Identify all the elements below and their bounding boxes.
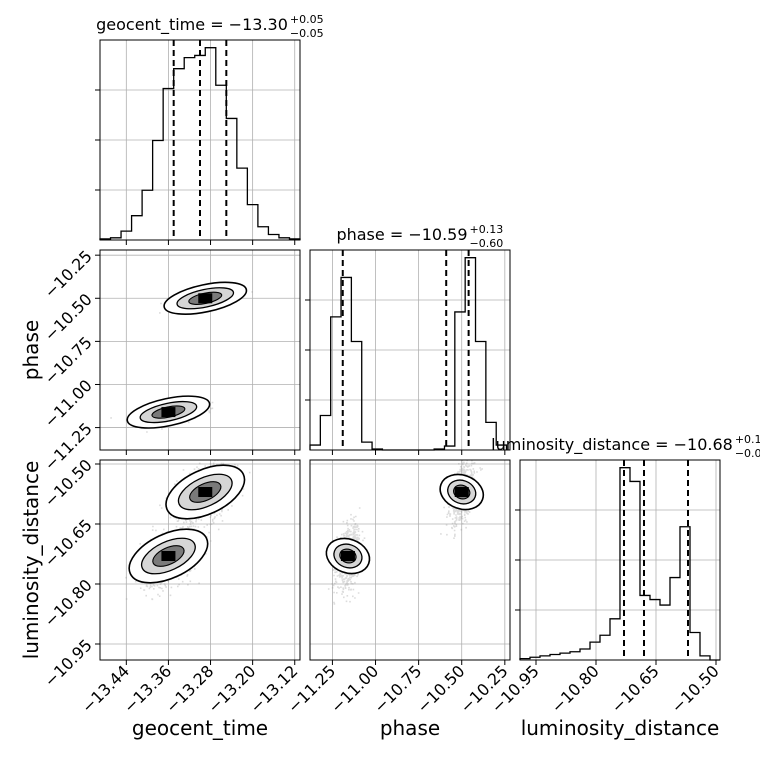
y-tick-label: −10.95 xyxy=(41,635,96,690)
title-err-minus: −0.05 xyxy=(735,447,760,460)
density-peak xyxy=(340,551,355,561)
x-tick-label: −10.80 xyxy=(548,661,603,716)
scatter-panel-geocent_time-phase xyxy=(95,249,301,455)
density-peak xyxy=(198,487,213,497)
y-axis-label-phase: phase xyxy=(19,320,43,380)
x-tick-label: −10.65 xyxy=(608,661,663,716)
scatter-panel-geocent_time-luminosity_distance xyxy=(95,459,301,665)
sample-point-cloud xyxy=(327,460,483,605)
hist-panel-phase: phase = −10.59 +0.13−0.60 xyxy=(305,223,511,455)
x-tick-label: −10.50 xyxy=(668,661,723,716)
histogram-phase xyxy=(309,257,508,451)
x-axis-label-geocent_time: geocent_time xyxy=(132,716,268,740)
density-peak xyxy=(161,407,176,418)
title-err-plus: +0.13 xyxy=(470,223,504,236)
axes-frame xyxy=(99,249,301,451)
axes-frame xyxy=(99,459,301,661)
sample-points xyxy=(327,460,483,605)
y-tick-label: −10.80 xyxy=(41,575,96,630)
hist-panel-luminosity_distance: luminosity_distance = −10.68+0.11−0.05 xyxy=(491,433,760,665)
y-tick-label: −10.65 xyxy=(41,515,96,570)
title-err-minus: −0.05 xyxy=(290,27,324,40)
hist-panel-geocent_time: geocent_time = −13.30 +0.05−0.05 xyxy=(95,13,324,245)
axes-frame xyxy=(309,459,511,661)
histogram-luminosity_distance xyxy=(519,467,720,661)
y-axis-label-luminosity_distance: luminosity_distance xyxy=(19,461,43,660)
y-tick-label: −10.25 xyxy=(41,247,96,302)
title-err-minus: −0.60 xyxy=(470,237,504,250)
density-peak xyxy=(454,487,469,497)
density-peak xyxy=(161,551,176,561)
x-axis-label-phase: phase xyxy=(380,716,440,740)
title-err-plus: +0.11 xyxy=(735,433,760,446)
scatter-panel-phase-luminosity_distance xyxy=(309,459,511,665)
density-peak xyxy=(198,293,213,304)
x-axis-label-luminosity_distance: luminosity_distance xyxy=(521,716,720,740)
title-err-plus: +0.05 xyxy=(290,13,324,26)
title-geocent_time: geocent_time = −13.30 xyxy=(96,15,288,35)
title-phase: phase = −10.59 xyxy=(336,225,467,244)
title-luminosity_distance: luminosity_distance = −10.68 xyxy=(491,435,733,455)
